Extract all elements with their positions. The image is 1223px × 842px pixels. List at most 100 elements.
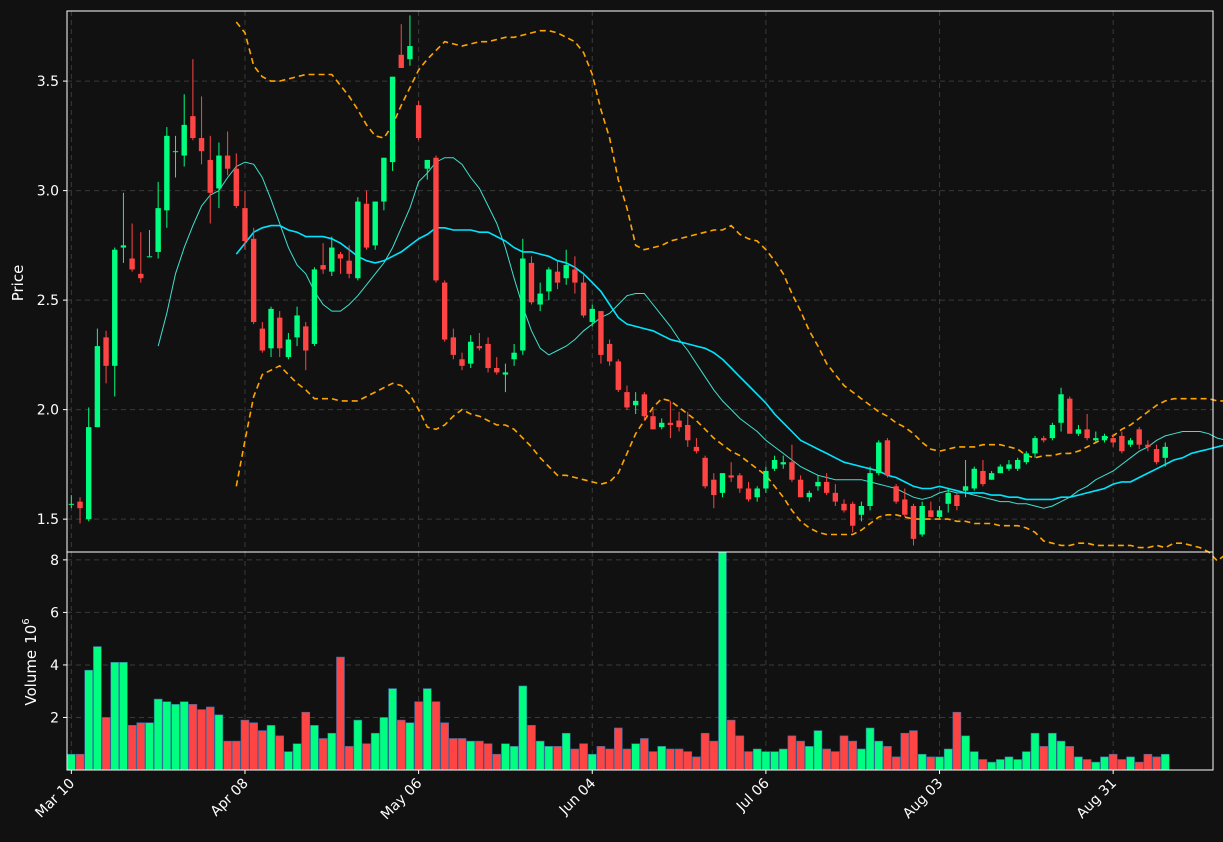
candle	[242, 190, 248, 250]
candle-body	[1153, 449, 1160, 463]
candle-body	[1084, 429, 1090, 439]
volume-bar	[761, 751, 771, 771]
candle-body	[841, 503, 847, 511]
volume-tick-label: 2	[50, 710, 59, 726]
candle-body	[823, 481, 830, 493]
candle	[685, 411, 691, 447]
volume-bar	[839, 735, 849, 771]
candle	[433, 155, 439, 283]
volume-bar	[787, 735, 797, 771]
candle-body	[997, 466, 1003, 474]
volume-bar	[197, 709, 206, 771]
volume-bar	[292, 743, 302, 771]
volume-bar	[119, 662, 128, 771]
volume-bar	[865, 727, 875, 771]
candle-body	[1145, 444, 1151, 447]
candle	[398, 24, 404, 68]
candle-body	[242, 208, 248, 241]
candle-body	[120, 245, 127, 248]
candle	[641, 392, 648, 421]
candle-body	[1014, 460, 1021, 469]
candle-body	[207, 159, 213, 193]
volume-bar	[544, 746, 554, 771]
volume-bar	[127, 725, 137, 771]
volume-bar	[926, 756, 936, 771]
volume-bar	[414, 701, 423, 771]
candle	[277, 311, 283, 358]
price-gridlines	[67, 11, 1213, 552]
volume-bar	[1022, 751, 1031, 771]
candle-body	[893, 486, 899, 502]
candle-body	[1101, 435, 1108, 441]
candle	[676, 411, 682, 432]
candle	[876, 440, 882, 476]
candle	[650, 409, 656, 430]
candle-body	[485, 343, 491, 369]
candle	[632, 392, 639, 415]
candle-body	[433, 157, 439, 281]
candle	[598, 311, 604, 364]
candle-body	[224, 155, 231, 169]
volume-bar	[1108, 753, 1118, 771]
candle-body	[1023, 453, 1030, 463]
candle	[138, 232, 144, 283]
candle-body	[884, 440, 891, 476]
candle-body	[259, 328, 266, 351]
candle-body	[754, 488, 760, 498]
volume-axis-label: Volume 106	[21, 618, 40, 705]
candle-body	[1049, 424, 1056, 439]
volume-bar	[605, 748, 614, 771]
candle-body	[850, 503, 856, 526]
volume-bar	[431, 701, 441, 771]
candle-body	[563, 265, 569, 279]
candle	[1023, 451, 1030, 465]
volume-bar	[579, 743, 588, 771]
candle	[580, 273, 587, 318]
candle	[164, 127, 170, 228]
volume-bar	[683, 751, 693, 771]
candle	[1041, 435, 1047, 443]
volume-bar	[370, 732, 380, 771]
candle	[337, 251, 344, 274]
candle	[884, 438, 891, 478]
candle-body	[936, 510, 943, 517]
candle-body	[954, 495, 960, 507]
candle-body	[763, 470, 769, 489]
volume-bar	[1065, 746, 1075, 771]
candle	[303, 322, 309, 371]
candle	[945, 488, 951, 513]
volume-bar	[1030, 732, 1040, 771]
candle	[216, 142, 222, 209]
candle-body	[771, 460, 778, 469]
candle	[797, 475, 804, 498]
candle-body	[910, 506, 917, 539]
volume-bar	[857, 748, 866, 771]
candle	[754, 486, 760, 502]
candle-body	[407, 46, 413, 60]
volume-bar	[587, 753, 597, 771]
candle-body	[641, 394, 648, 417]
candle	[120, 192, 127, 263]
volume-exponent-power: 6	[21, 618, 32, 624]
candle	[285, 332, 292, 360]
volume-bar	[822, 748, 831, 771]
candle	[468, 335, 474, 369]
volume-bar	[570, 748, 580, 771]
candle	[511, 343, 517, 366]
volume-bar	[110, 662, 120, 771]
candle-body	[650, 416, 656, 430]
candle	[346, 245, 352, 279]
candle-body	[355, 201, 361, 279]
volume-bar	[883, 746, 892, 771]
candle	[589, 304, 595, 327]
candle-body	[832, 492, 839, 502]
candle-body	[971, 468, 977, 489]
candle	[112, 247, 118, 397]
volume-bar	[674, 748, 684, 771]
candle-body	[858, 506, 865, 515]
volume-tick-label: 6	[50, 605, 59, 621]
volume-bar	[457, 738, 467, 771]
candle	[962, 460, 969, 498]
candle	[667, 400, 674, 439]
candle-body	[685, 424, 691, 441]
